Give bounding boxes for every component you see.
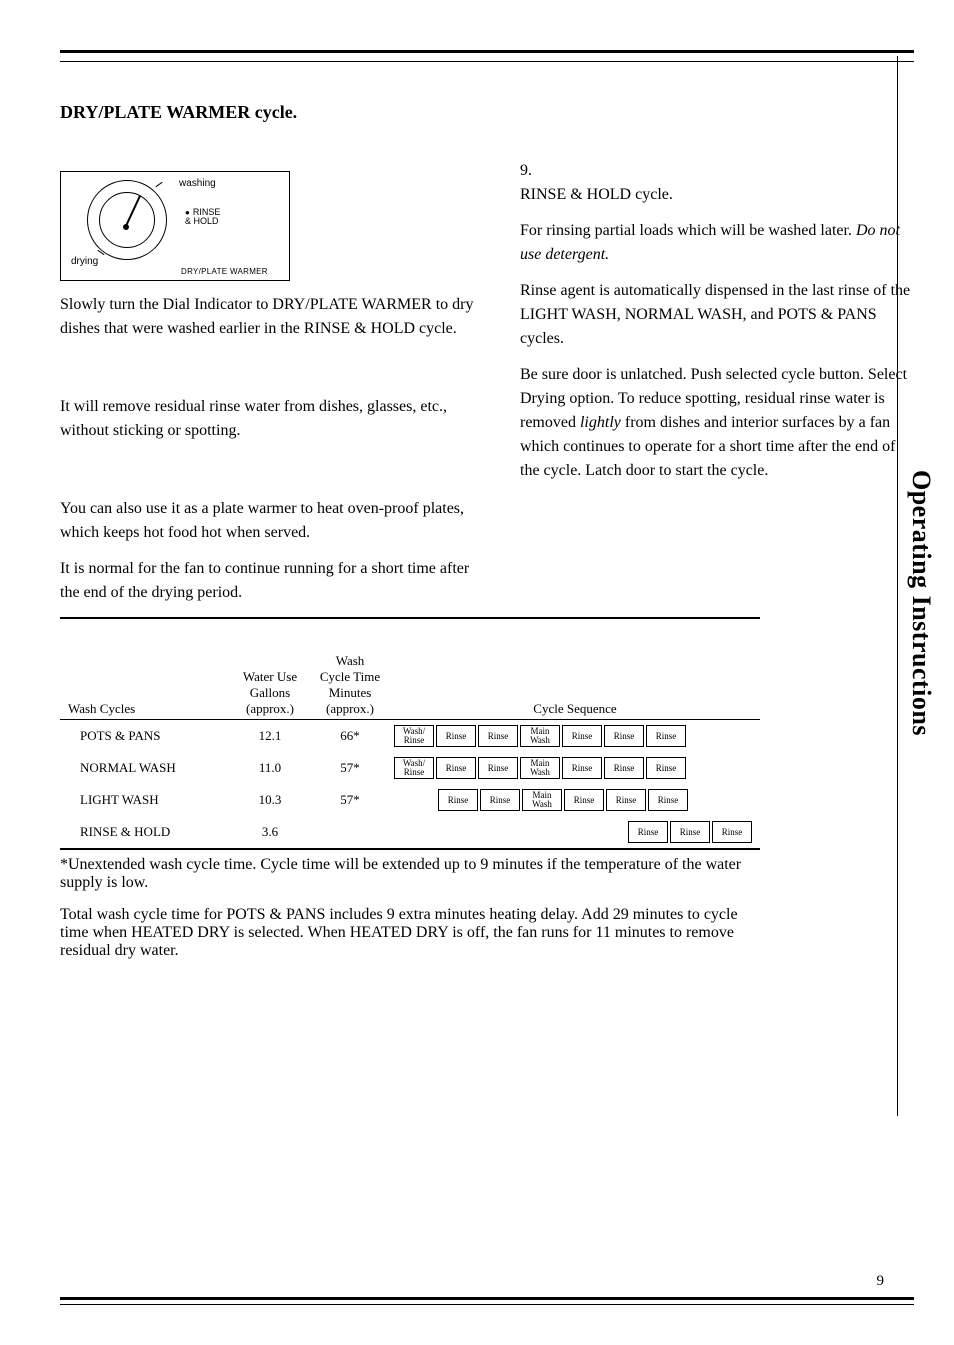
- table-cell: 12.1: [230, 720, 310, 753]
- table-header: Cycle Sequence: [390, 651, 760, 720]
- table-cell: LIGHT WASH: [60, 784, 230, 816]
- table-cell: RINSE & HOLD: [60, 816, 230, 849]
- sequence-step-box: Rinse: [646, 725, 686, 747]
- dial-tick: [155, 182, 162, 187]
- paragraph: Rinse agent is automatically dispensed i…: [520, 279, 914, 351]
- table-cell: [310, 816, 390, 849]
- table-header: Water Use Gallons (approx.): [230, 651, 310, 720]
- sequence-cell: RinseRinseMain WashRinseRinseRinse: [390, 784, 760, 816]
- page-rule-bottom-thick: [60, 1297, 914, 1300]
- two-column-layout: washing RINSE & HOLD drying DRY/PLATE WA…: [60, 153, 914, 617]
- table-cell: 66*: [310, 720, 390, 753]
- table-footnote: *Unextended wash cycle time. Cycle time …: [60, 856, 760, 892]
- sequence-step-box: Rinse: [562, 757, 602, 779]
- table-row: RINSE & HOLD 3.6 RinseRinseRinse: [60, 816, 760, 849]
- table-cell: 57*: [310, 784, 390, 816]
- paragraph: Be sure door is unlatched. Push selected…: [520, 363, 914, 483]
- table-row: NORMAL WASH 11.0 57* Wash/ RinseRinseRin…: [60, 752, 760, 784]
- page-rule-bottom-thin: [60, 1304, 914, 1305]
- sequence-step-box: Rinse: [670, 821, 710, 843]
- sequence-step-box: Rinse: [438, 789, 478, 811]
- sequence-step-box: Rinse: [604, 757, 644, 779]
- sequence-step-box: Main Wash: [520, 725, 560, 747]
- paragraph: It will remove residual rinse water from…: [60, 395, 480, 443]
- sequence-step-box: Rinse: [646, 757, 686, 779]
- table-cell: NORMAL WASH: [60, 752, 230, 784]
- side-tab-label: Operating Instructions: [906, 470, 936, 736]
- table-header: Wash Cycles: [60, 651, 230, 720]
- sequence-step-box: Rinse: [648, 789, 688, 811]
- step-number: 9.: [520, 159, 914, 183]
- sequence-step-box: Rinse: [564, 789, 604, 811]
- table-cell: 3.6: [230, 816, 310, 849]
- page-rule-top-thick: [60, 50, 914, 53]
- sequence-cell: Wash/ RinseRinseRinseMain WashRinseRinse…: [390, 720, 760, 753]
- table-cell: POTS & PANS: [60, 720, 230, 753]
- dial-label-drying: drying: [71, 254, 98, 269]
- dial-label-plate: DRY/PLATE WARMER: [181, 266, 268, 278]
- paragraph: You can also use it as a plate warmer to…: [60, 497, 480, 545]
- page-rule-top-thin: [60, 61, 914, 62]
- paragraph: It is normal for the fan to continue run…: [60, 557, 480, 605]
- sequence-cell: Wash/ RinseRinseRinseMain WashRinseRinse…: [390, 752, 760, 784]
- sequence-step-box: Rinse: [606, 789, 646, 811]
- dial-label-rinse: RINSE & HOLD: [185, 208, 220, 226]
- sequence-step-box: Rinse: [436, 757, 476, 779]
- table-header-row: Wash Cycles Water Use Gallons (approx.) …: [60, 651, 760, 720]
- table-footnote: Total wash cycle time for POTS & PANS in…: [60, 906, 760, 960]
- sequence-step-box: Rinse: [604, 725, 644, 747]
- page-content: DRY/PLATE WARMER cycle. washing RINSE & …: [60, 102, 914, 960]
- right-column: 9. RINSE & HOLD cycle. For rinsing parti…: [520, 153, 914, 617]
- sequence-step-box: Main Wash: [522, 789, 562, 811]
- left-column: washing RINSE & HOLD drying DRY/PLATE WA…: [60, 153, 480, 617]
- sequence-cell: RinseRinseRinse: [390, 816, 760, 849]
- cycle-table-wrapper: Wash Cycles Water Use Gallons (approx.) …: [60, 617, 760, 850]
- sequence-step-box: Rinse: [480, 789, 520, 811]
- paragraph: RINSE & HOLD cycle.: [520, 183, 914, 207]
- sequence-step-box: Rinse: [436, 725, 476, 747]
- table-row: LIGHT WASH 10.3 57* RinseRinseMain WashR…: [60, 784, 760, 816]
- paragraph: For rinsing partial loads which will be …: [520, 219, 914, 267]
- sequence-step-box: Main Wash: [520, 757, 560, 779]
- sequence-step-box: Wash/ Rinse: [394, 757, 434, 779]
- paragraph: Slowly turn the Dial Indicator to DRY/PL…: [60, 293, 480, 341]
- table-cell: 11.0: [230, 752, 310, 784]
- paragraph-text: For rinsing partial loads which will be …: [520, 222, 856, 239]
- sequence-step-box: Rinse: [562, 725, 602, 747]
- dial-diagram: washing RINSE & HOLD drying DRY/PLATE WA…: [60, 171, 290, 281]
- emphasis-text: lightly: [580, 414, 621, 431]
- dial-center-dot: [123, 224, 129, 230]
- sequence-step-box: Rinse: [478, 757, 518, 779]
- table-row: POTS & PANS 12.1 66* Wash/ RinseRinseRin…: [60, 720, 760, 753]
- table-header: Wash Cycle Time Minutes (approx.): [310, 651, 390, 720]
- table-cell: 10.3: [230, 784, 310, 816]
- sequence-step-box: Rinse: [628, 821, 668, 843]
- sequence-step-box: Wash/ Rinse: [394, 725, 434, 747]
- sequence-step-box: Rinse: [478, 725, 518, 747]
- sequence-step-box: Rinse: [712, 821, 752, 843]
- dial-label-washing: washing: [179, 176, 216, 191]
- cycle-table: Wash Cycles Water Use Gallons (approx.) …: [60, 651, 760, 850]
- table-cell: 57*: [310, 752, 390, 784]
- section-title: DRY/PLATE WARMER cycle.: [60, 102, 914, 123]
